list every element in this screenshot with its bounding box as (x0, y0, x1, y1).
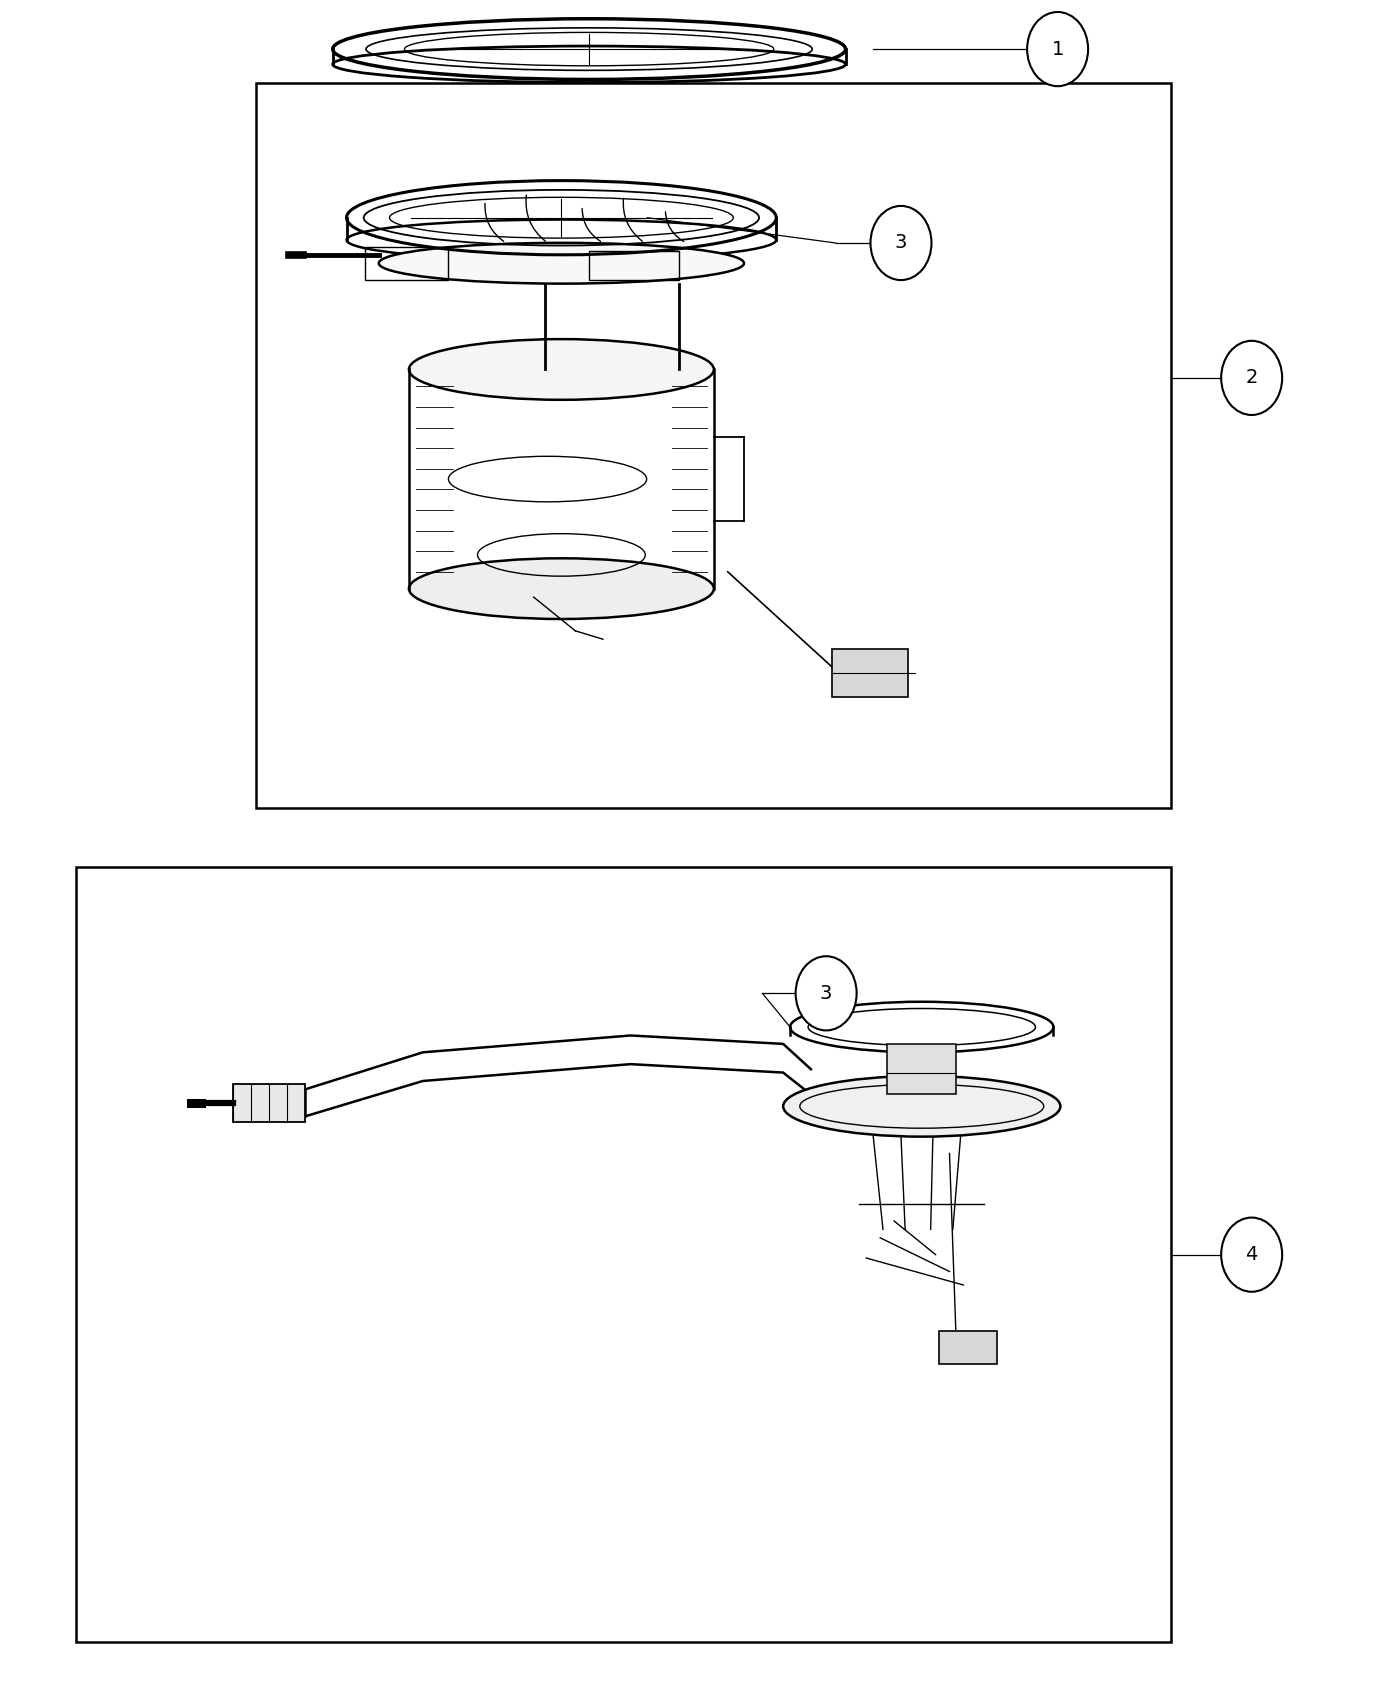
Ellipse shape (347, 219, 776, 260)
Bar (589, 252, 679, 279)
Bar (832, 649, 909, 697)
Ellipse shape (379, 243, 743, 284)
Text: 1: 1 (1051, 39, 1064, 58)
Ellipse shape (409, 338, 714, 400)
Circle shape (795, 955, 857, 1030)
Bar (232, 1085, 305, 1122)
Text: 3: 3 (895, 233, 907, 253)
Circle shape (871, 206, 931, 280)
Text: 3: 3 (820, 984, 833, 1003)
Ellipse shape (409, 558, 714, 619)
Text: 4: 4 (1246, 1244, 1257, 1265)
Circle shape (1221, 1217, 1282, 1292)
Bar (888, 1044, 956, 1095)
Bar (365, 246, 448, 279)
Ellipse shape (783, 1076, 1060, 1137)
Circle shape (1028, 12, 1088, 87)
Bar (76, 867, 1172, 1642)
Circle shape (1221, 340, 1282, 415)
Bar (939, 1331, 997, 1365)
Text: 2: 2 (1246, 369, 1257, 388)
Bar (256, 83, 1172, 807)
